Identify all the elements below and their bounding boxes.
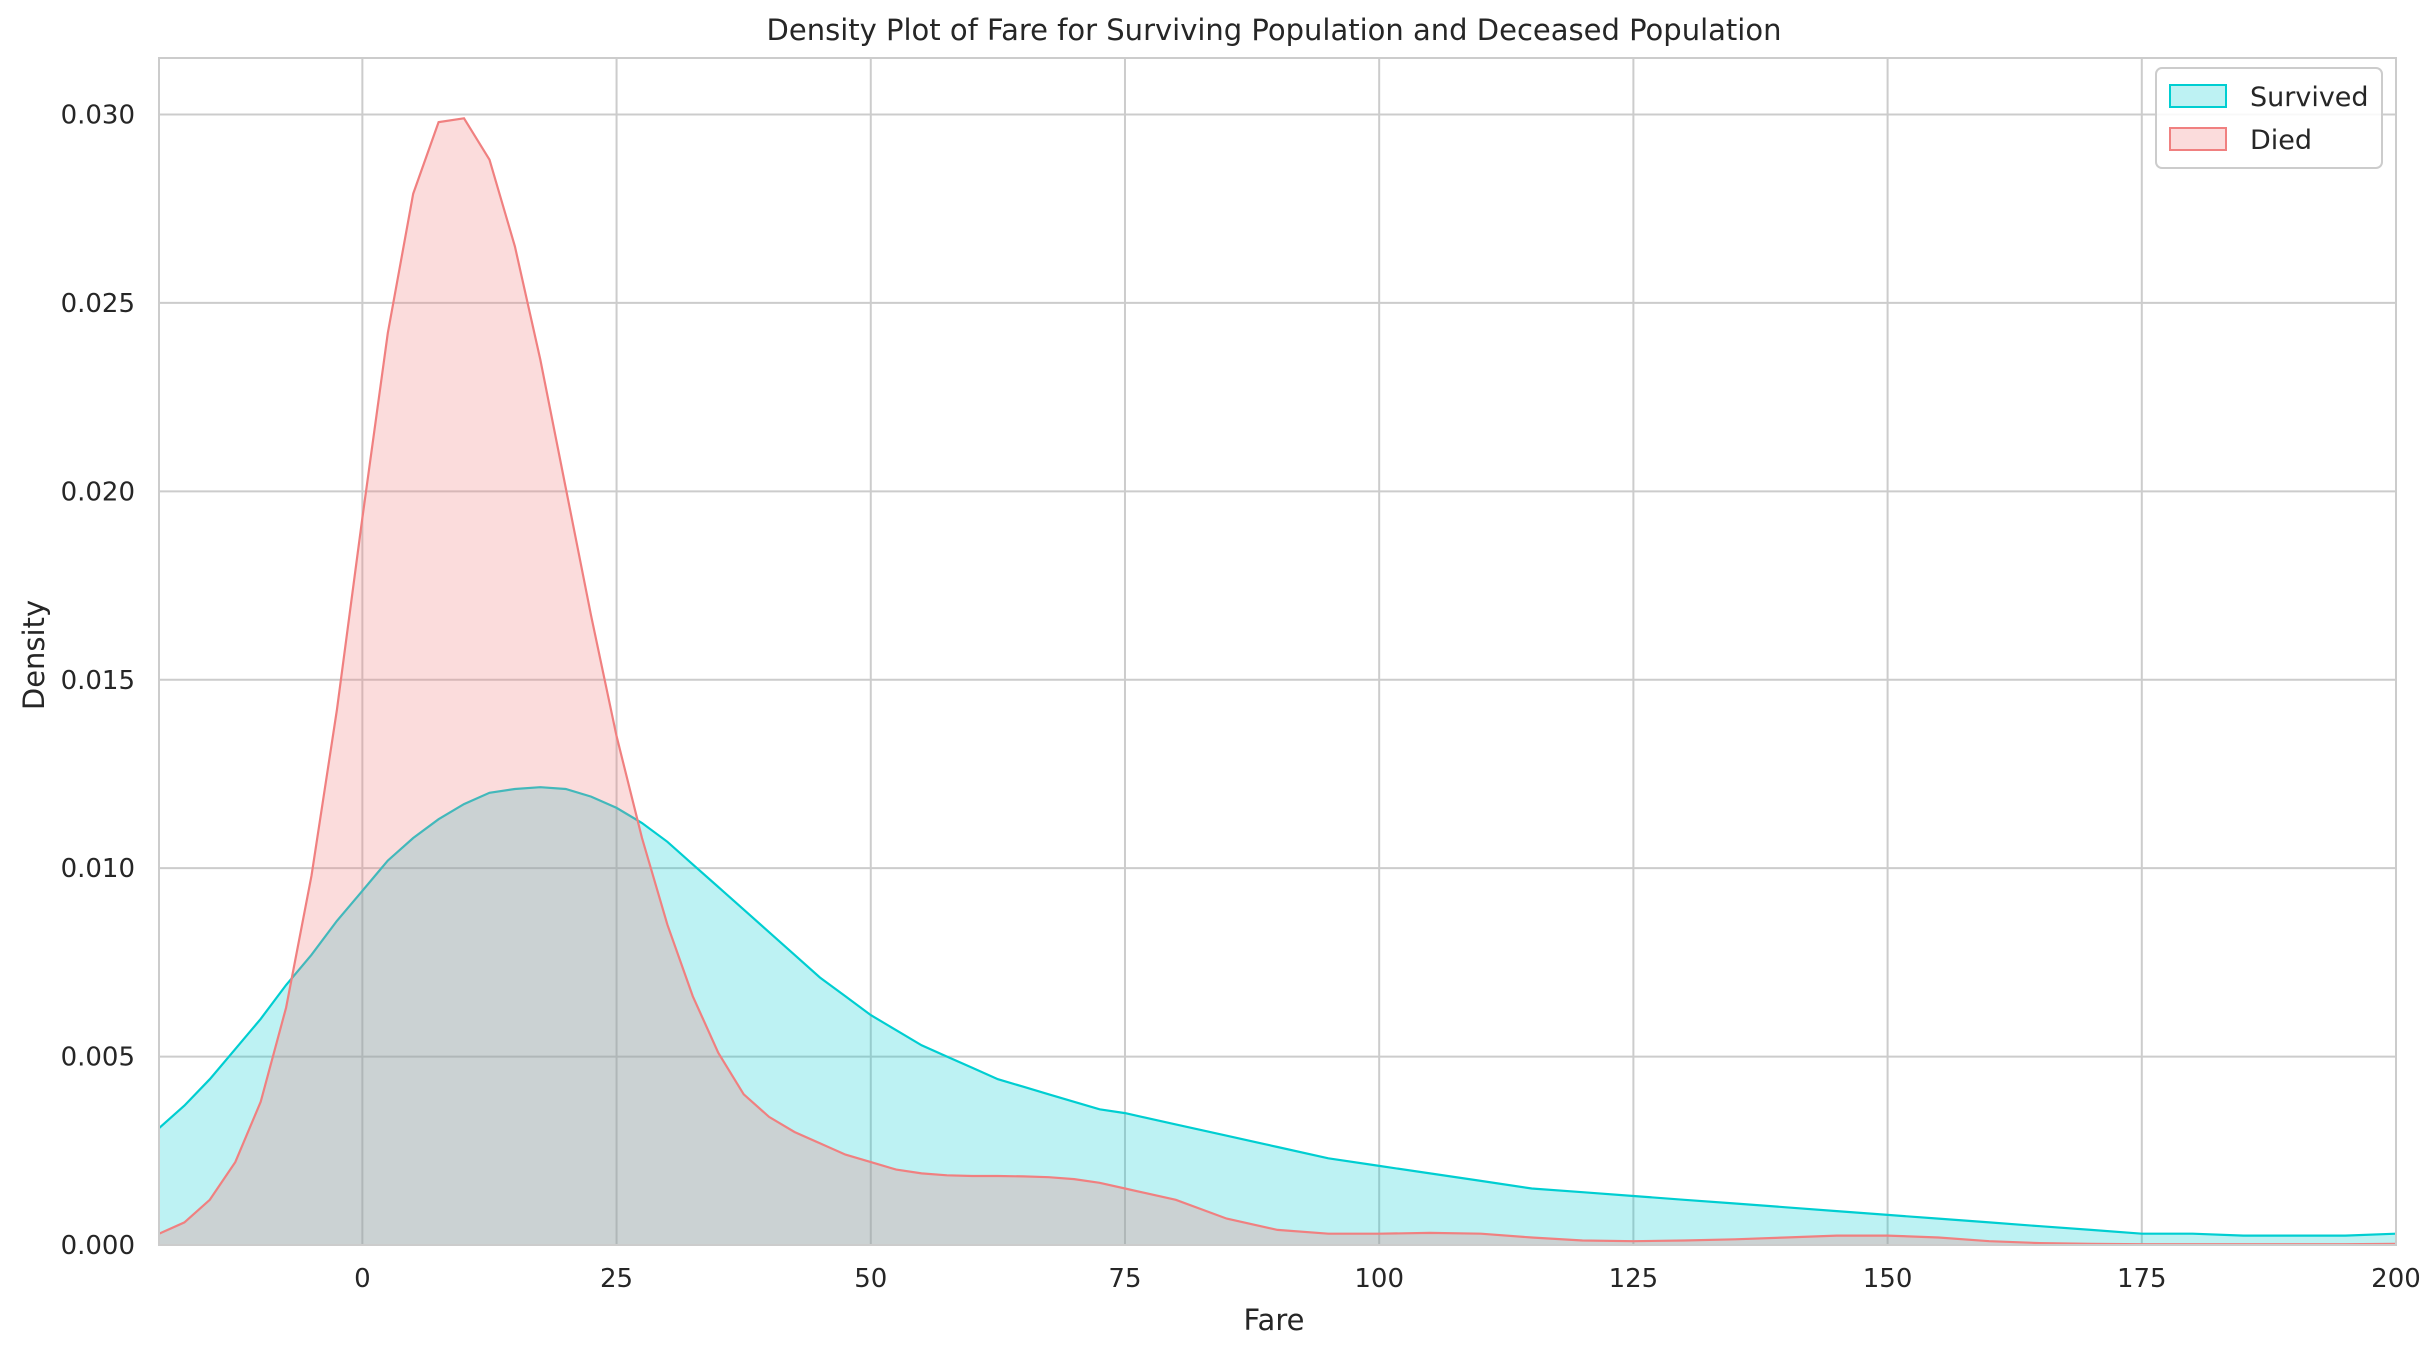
x-axis-title: Fare [1244, 1303, 1305, 1337]
chart-title: Density Plot of Fare for Surviving Popul… [767, 13, 1782, 47]
y-tick-label: 0.030 [61, 101, 135, 131]
y-tick-label: 0.010 [61, 854, 135, 884]
y-tick-label: 0.005 [61, 1043, 135, 1073]
x-tick-label: 200 [2371, 1264, 2421, 1294]
legend-swatch-died [2169, 127, 2227, 151]
y-axis-title: Density [17, 600, 51, 710]
x-tick-label: 50 [854, 1264, 887, 1294]
x-tick-label: 100 [1354, 1264, 1404, 1294]
legend-frame [2155, 67, 2383, 169]
legend: Survived Died [2155, 67, 2383, 169]
x-tick-label: 150 [1863, 1264, 1913, 1294]
x-tick-label: 0 [354, 1264, 371, 1294]
plot-frame [158, 57, 2397, 1246]
density-line-died [158, 117, 2397, 1246]
density-area-survived [159, 787, 2396, 1245]
y-tick-label: 0.000 [61, 1231, 135, 1261]
y-tick-label: 0.025 [61, 289, 135, 319]
density-area-died [159, 118, 2396, 1245]
y-tick-label: 0.015 [61, 666, 135, 696]
x-tick-label: 125 [1609, 1264, 1659, 1294]
x-tick-label: 75 [1108, 1264, 1141, 1294]
x-tick-label: 175 [2117, 1264, 2167, 1294]
x-tick-label: 25 [600, 1264, 633, 1294]
density-line-survived [158, 786, 2397, 1237]
tick-labels: 0 25 50 75 100 125 150 175 200 0.000 0.005 0.010 0.0… [61, 101, 2421, 1294]
legend-label-survived: Survived [2250, 82, 2369, 113]
density-areas [158, 117, 2397, 1246]
legend-label-died: Died [2250, 125, 2312, 156]
y-tick-label: 0.020 [61, 477, 135, 507]
legend-swatch-survived [2169, 84, 2227, 108]
